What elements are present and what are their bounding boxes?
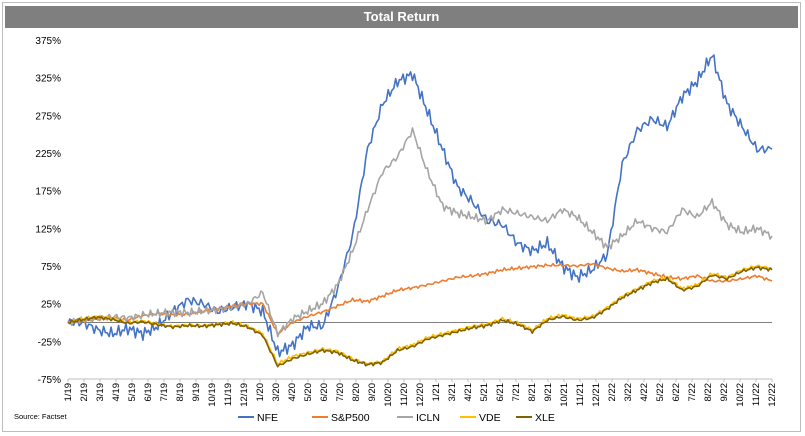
series-line-xle bbox=[67, 265, 773, 368]
legend-label: VDE bbox=[479, 412, 501, 424]
x-tick-label: 9/19 bbox=[191, 383, 202, 402]
x-tick-label: 12/21 bbox=[591, 383, 602, 407]
x-tick-label: 8/20 bbox=[351, 383, 362, 402]
series-line-vde bbox=[67, 264, 773, 367]
x-tick-label: 2/19 bbox=[79, 383, 90, 402]
legend-label: S&P500 bbox=[331, 412, 370, 424]
series-line-icln bbox=[67, 127, 773, 338]
x-tick-label: 7/22 bbox=[687, 383, 698, 402]
x-axis: 1/19 2/19 3/19 4/19 5/19 6/19 7/19 8/19 9/19 10/1… bbox=[63, 322, 778, 407]
x-tick-label: 6/19 bbox=[143, 383, 154, 402]
x-tick-label: 7/21 bbox=[511, 383, 522, 402]
series-line-sp500 bbox=[67, 262, 773, 335]
x-tick-label: 6/20 bbox=[319, 383, 330, 402]
y-tick-label: 175% bbox=[35, 187, 61, 198]
legend-label: XLE bbox=[535, 412, 555, 424]
x-tick-label: 11/20 bbox=[399, 383, 410, 406]
x-tick-label: 11/22 bbox=[751, 383, 762, 406]
x-tick-label: 12/20 bbox=[415, 383, 426, 407]
y-tick-label: 225% bbox=[35, 149, 61, 160]
x-tick-label: 3/19 bbox=[95, 383, 106, 402]
x-tick-label: 1/19 bbox=[63, 383, 74, 402]
x-tick-label: 6/22 bbox=[671, 383, 682, 402]
y-tick-label: 125% bbox=[35, 224, 61, 235]
x-tick-label: 3/22 bbox=[623, 383, 634, 402]
x-tick-label: 1/20 bbox=[255, 383, 266, 402]
x-tick-label: 10/21 bbox=[559, 383, 570, 407]
y-tick-label: -75% bbox=[38, 375, 61, 386]
y-tick-label: 375% bbox=[35, 36, 61, 47]
x-tick-label: 4/22 bbox=[639, 383, 650, 402]
x-tick-label: 5/19 bbox=[127, 383, 138, 402]
x-tick-label: 11/21 bbox=[575, 383, 586, 406]
x-tick-label: 6/21 bbox=[495, 383, 506, 402]
x-tick-label: 3/21 bbox=[447, 383, 458, 402]
x-tick-label: 4/21 bbox=[463, 383, 474, 402]
x-tick-label: 7/20 bbox=[335, 383, 346, 402]
legend: NFE S&P500 ICLN VDE XLE bbox=[238, 412, 555, 424]
x-tick-label: 8/21 bbox=[527, 383, 538, 402]
x-tick-label: 3/20 bbox=[271, 383, 282, 402]
y-tick-label: 275% bbox=[35, 111, 61, 122]
x-tick-label: 9/21 bbox=[543, 383, 554, 402]
x-tick-label: 8/22 bbox=[703, 383, 714, 402]
legend-label: ICLN bbox=[416, 412, 440, 424]
x-tick-label: 5/22 bbox=[655, 383, 666, 402]
y-tick-label: 75% bbox=[41, 262, 61, 273]
x-tick-label: 9/20 bbox=[367, 383, 378, 402]
x-tick-label: 5/21 bbox=[479, 383, 490, 402]
series-lines bbox=[67, 54, 773, 368]
x-tick-label: 9/22 bbox=[719, 383, 730, 402]
x-tick-label: 4/19 bbox=[111, 383, 122, 402]
series-line-nfe bbox=[67, 54, 773, 358]
y-tick-label: -25% bbox=[38, 337, 61, 348]
chart-frame bbox=[2, 2, 801, 432]
x-tick-label: 1/21 bbox=[431, 383, 442, 402]
x-tick-label: 5/20 bbox=[303, 383, 314, 402]
x-tick-label: 2/22 bbox=[607, 383, 618, 402]
x-tick-label: 4/20 bbox=[287, 383, 298, 402]
x-tick-label: 8/19 bbox=[175, 383, 186, 402]
x-tick-label: 10/20 bbox=[383, 383, 394, 407]
x-tick-label: 11/19 bbox=[223, 383, 234, 406]
x-tick-label: 12/19 bbox=[239, 383, 250, 407]
x-tick-label: 10/22 bbox=[735, 383, 746, 407]
legend-label: NFE bbox=[257, 412, 278, 424]
source-note: Source: Factset bbox=[14, 412, 67, 421]
x-tick-label: 10/19 bbox=[207, 383, 218, 407]
chart-title: Total Return bbox=[5, 6, 798, 28]
x-tick-label: 12/22 bbox=[767, 383, 778, 407]
y-axis: 375% 325% 275% 225% 175% 125% 75% 25% -25% -75% bbox=[35, 36, 61, 386]
x-tick-label: 7/19 bbox=[159, 383, 170, 402]
y-tick-label: 25% bbox=[41, 300, 61, 311]
y-tick-label: 325% bbox=[35, 74, 61, 85]
